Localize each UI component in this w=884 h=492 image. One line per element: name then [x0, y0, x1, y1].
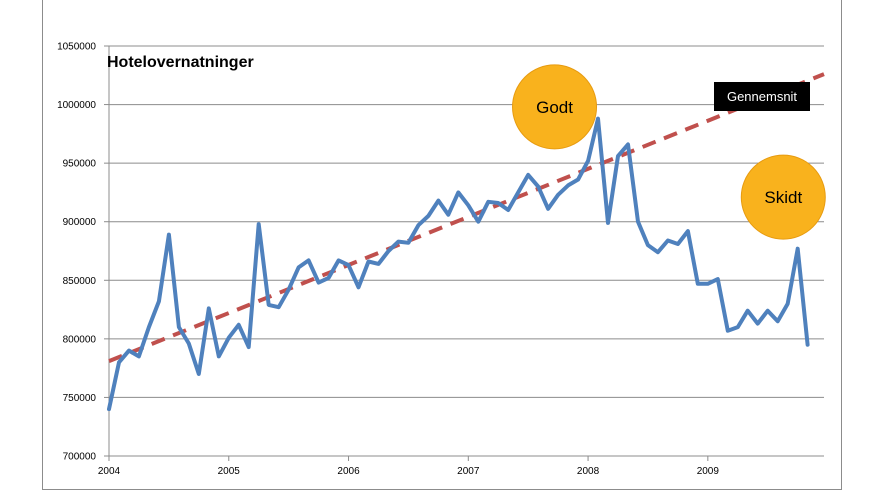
gridlines — [109, 45, 824, 398]
x-tick-label: 2009 — [697, 466, 720, 477]
annotation-skidt: Skidt — [740, 154, 826, 240]
x-tick-label: 2007 — [457, 466, 480, 477]
trend-line — [108, 72, 825, 363]
annotations: Godt Skidt — [512, 64, 826, 240]
annotation-circle — [740, 154, 826, 240]
x-tick-label: 2005 — [218, 466, 241, 477]
legend-label: Gennemsnit — [727, 89, 797, 104]
x-tick-label: 2008 — [577, 466, 600, 477]
y-tick-label: 750000 — [63, 393, 97, 404]
annotation-label: Godt — [536, 98, 573, 117]
chart-title: Hotelovernatninger — [107, 54, 254, 71]
annotation-label: Skidt — [764, 188, 802, 207]
annotation-godt: Godt — [512, 64, 598, 150]
legend-box — [714, 82, 810, 111]
y-axis-tick-labels: 1050000 1000000 950000 900000 850000 800000 75… — [57, 42, 109, 463]
legend-gennemsnit: Gennemsnit — [714, 82, 810, 111]
axes — [108, 46, 824, 457]
y-tick-label: 900000 — [63, 217, 97, 228]
y-tick-label: 800000 — [63, 334, 97, 345]
annotation-circle — [512, 64, 598, 150]
series-line — [107, 116, 810, 412]
y-tick-label: 950000 — [63, 159, 97, 170]
y-tick-label: 850000 — [63, 276, 97, 287]
chart-frame — [42, 0, 842, 490]
y-tick-label: 700000 — [63, 452, 97, 463]
y-tick-label: 1000000 — [57, 100, 96, 111]
x-tick-label: 2004 — [98, 466, 121, 477]
x-tick-label: 2006 — [337, 466, 360, 477]
x-axis-tick-labels: 2004 2005 2006 2007 2008 2009 — [98, 456, 720, 477]
y-tick-label: 1050000 — [57, 42, 96, 53]
